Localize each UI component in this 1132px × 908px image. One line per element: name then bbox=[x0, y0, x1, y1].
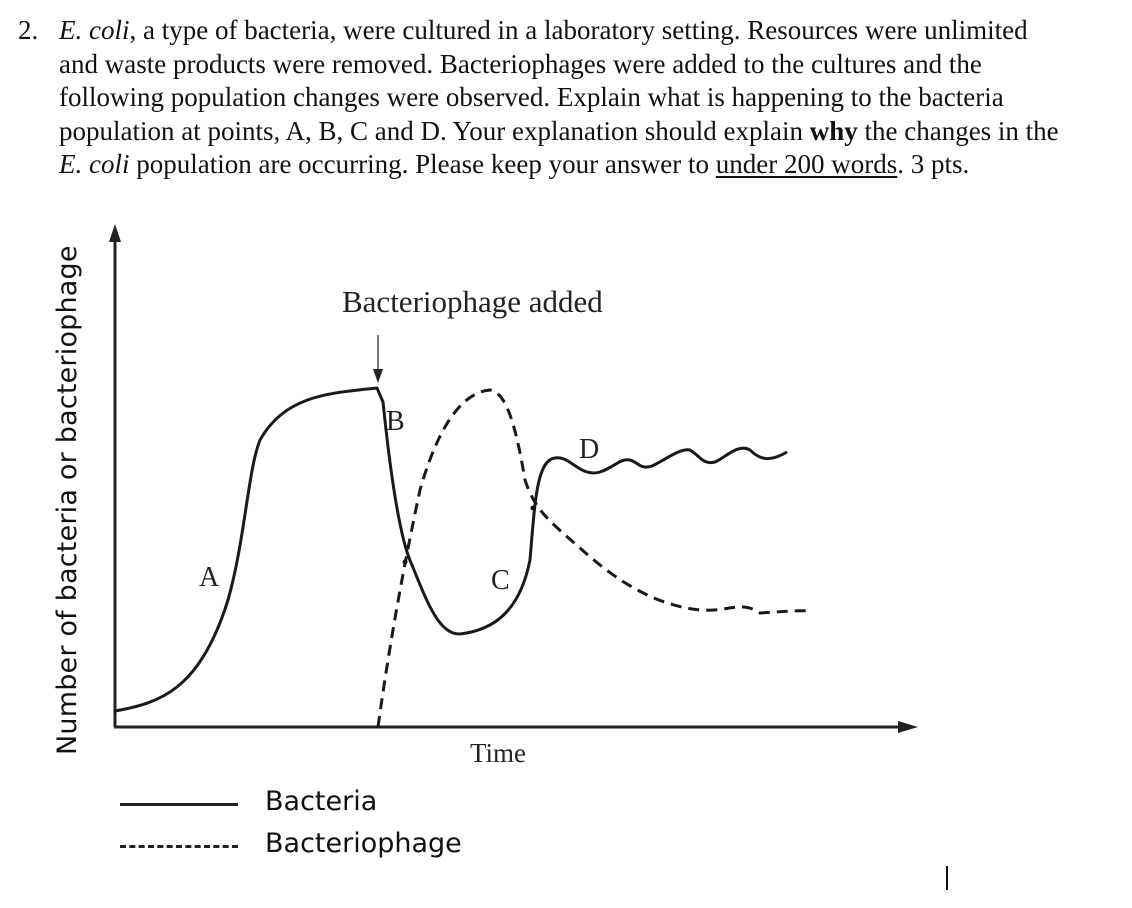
point-label-b: B bbox=[386, 406, 405, 437]
y-axis-arrow-icon bbox=[109, 224, 121, 242]
axes bbox=[113, 238, 905, 729]
point-label-d: D bbox=[579, 434, 600, 465]
intersection-point bbox=[402, 559, 408, 565]
bacteria-curve bbox=[114, 386, 788, 713]
word-limit: under 200 words bbox=[715, 149, 898, 179]
question-line-1: E. coli, a type of bacteria, were cultur… bbox=[59, 15, 1028, 45]
legend-item-bacteriophage: Bacteriophage bbox=[120, 828, 520, 868]
phage-added-annotation: Bacteriophage added bbox=[342, 284, 603, 319]
question-line-3: following population changes were observ… bbox=[59, 82, 1004, 112]
phage-added-arrow-icon bbox=[373, 369, 383, 383]
question-number: 2. bbox=[18, 15, 39, 45]
dashed-line-icon bbox=[120, 845, 238, 848]
point-label-a: A bbox=[199, 562, 220, 593]
text-cursor[interactable] bbox=[946, 866, 948, 890]
x-axis-label: Time bbox=[470, 738, 527, 768]
y-axis-label: Number of bacteria or bacteriophage bbox=[52, 245, 83, 755]
x-axis-arrow-icon bbox=[898, 721, 918, 733]
question-line-5: E. coli population are occurring. Please… bbox=[59, 149, 970, 179]
question-line-4: population at points, A, B, C and D. You… bbox=[59, 115, 1059, 146]
bacteriophage-curve bbox=[376, 388, 811, 728]
point-label-c: C bbox=[491, 565, 510, 596]
question-line-2: and waste products were removed. Bacteri… bbox=[59, 48, 982, 79]
intersection-point bbox=[530, 505, 536, 511]
species-name: E. coli bbox=[59, 15, 130, 45]
legend-item-bacteria: Bacteria bbox=[120, 786, 520, 826]
species-name: E. coli bbox=[59, 149, 130, 179]
solid-line-icon bbox=[120, 803, 238, 806]
legend-label: Bacteriophage bbox=[265, 828, 462, 859]
question-text: 2. E. coli, a type of bacteria, were cul… bbox=[18, 14, 1118, 182]
legend-label: Bacteria bbox=[265, 786, 378, 817]
emphasis-why: why bbox=[809, 115, 858, 146]
question-body: E. coli, a type of bacteria, were cultur… bbox=[59, 14, 1118, 182]
